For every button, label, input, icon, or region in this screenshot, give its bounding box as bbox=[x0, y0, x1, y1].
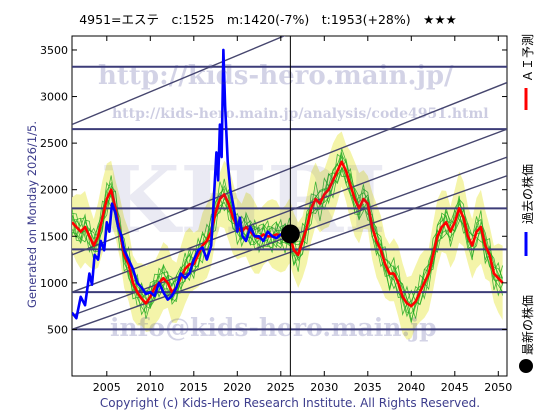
channel-line bbox=[72, 175, 507, 331]
watermark-analysis-url: http://kids-hero.main.jp/analysis/code49… bbox=[112, 106, 489, 122]
x-tick-label: 2030 bbox=[310, 381, 338, 394]
x-tick-label: 2005 bbox=[93, 381, 121, 394]
x-tick-label: 2025 bbox=[267, 381, 295, 394]
y-tick-label: 1500 bbox=[40, 230, 68, 243]
watermark-email: info@kids-hero.main.jp bbox=[110, 313, 437, 342]
legend-ai-label: ＡＩ予測 bbox=[521, 34, 535, 82]
y-tick-label: 500 bbox=[47, 323, 68, 336]
y-tick-label: 3000 bbox=[40, 91, 68, 104]
channel-line bbox=[72, 81, 507, 256]
x-tick-label: 2045 bbox=[441, 381, 469, 394]
generated-date-note: Generated on Monday 2026/1/5. bbox=[25, 121, 39, 308]
legend-latest-label: 最新の株価 bbox=[520, 295, 535, 355]
chart-title: 4951=エステ c:1525 m:1420(-7%) t:1953(+28%)… bbox=[79, 12, 457, 27]
channel-line bbox=[72, 36, 286, 126]
x-tick-label: 2050 bbox=[484, 381, 512, 394]
latest-marker-layer bbox=[280, 36, 300, 376]
x-tick-label: 2040 bbox=[397, 381, 425, 394]
x-tick-label: 2035 bbox=[354, 381, 382, 394]
watermark-url: http://kids-hero.main.jp/ bbox=[98, 61, 454, 91]
x-tick-label: 2010 bbox=[136, 381, 164, 394]
legend-latest-marker bbox=[519, 359, 533, 373]
y-tick-label: 1000 bbox=[40, 277, 68, 290]
latest-price-marker bbox=[280, 224, 300, 244]
trend-channels bbox=[72, 36, 507, 331]
y-tick-label: 3500 bbox=[40, 44, 68, 57]
watermark-logo: KHRI bbox=[100, 146, 386, 254]
legend-past-label: 過去の株価 bbox=[520, 164, 535, 224]
legend: 最新の株価 過去の株価 ＡＩ予測 bbox=[519, 34, 535, 373]
copyright-footer: Copyright (c) Kids-Hero Research Institu… bbox=[100, 396, 480, 410]
x-tick-label: 2015 bbox=[180, 381, 208, 394]
axes: 500 1000 1500 2000 2500 3000 3500 2005 2010 2015 2… bbox=[40, 36, 512, 394]
y-tick-label: 2500 bbox=[40, 137, 68, 150]
past-price-line bbox=[72, 48, 290, 320]
y-tick-label: 2000 bbox=[40, 184, 68, 197]
x-tick-label: 2020 bbox=[223, 381, 251, 394]
channel-line bbox=[72, 128, 507, 293]
